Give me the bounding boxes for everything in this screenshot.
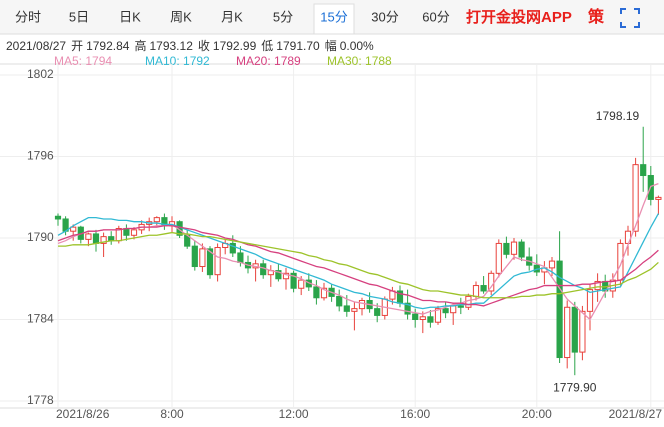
candle-body: [548, 260, 556, 269]
active-tab: [313, 3, 355, 35]
candle-body: [85, 233, 92, 240]
legend-entry: MA20: 1789: [236, 54, 301, 68]
candle-body: [100, 236, 107, 244]
candle-body: [556, 260, 563, 359]
ma-line: [57, 225, 659, 307]
candle-body: [275, 270, 282, 280]
candle-body: [320, 287, 328, 299]
candle-body: [313, 286, 320, 299]
candle-body: [594, 280, 601, 291]
x-tick-label: 8:00: [160, 407, 184, 421]
candle-body: [412, 313, 419, 321]
info-value: 1792.99: [213, 39, 257, 53]
candle-body: [404, 302, 411, 315]
tab[interactable]: 日K: [119, 9, 141, 24]
brand[interactable]: 打开金投网APP: [466, 8, 572, 26]
candle-body: [282, 272, 290, 280]
tab[interactable]: 分时: [15, 9, 41, 24]
candle-body: [434, 308, 442, 323]
candle-body: [191, 245, 198, 268]
candle-body: [237, 252, 244, 263]
candle-body: [374, 308, 381, 316]
x-tick-label: 2021/8/27: [609, 407, 663, 421]
tab[interactable]: 5分: [273, 9, 293, 24]
candle-body: [640, 164, 647, 177]
info-label: 幅: [325, 38, 337, 53]
legend-entry: MA5: 1794: [54, 54, 112, 68]
tab[interactable]: 月K: [221, 9, 243, 24]
candle-body: [229, 242, 236, 254]
candle-body: [130, 229, 138, 236]
candle-body: [510, 241, 518, 255]
candle-body: [419, 316, 426, 320]
y-tick-label: 1796: [27, 149, 54, 163]
candle-body: [655, 196, 662, 200]
ma-line: [57, 183, 659, 321]
candle-body: [457, 305, 464, 308]
candle-body: [579, 310, 586, 353]
info-value: 1791.70: [276, 39, 320, 53]
candle-body: [503, 242, 510, 255]
y-tick-label: 1778: [27, 393, 54, 407]
candle-body: [92, 233, 100, 244]
info-line: 2021/08/27 开 1792.84 高 1793.12 收 1792.99 低 1791.…: [6, 38, 374, 53]
candle-body: [465, 295, 472, 308]
info-value: 1793.12: [149, 39, 193, 53]
x-tick-label: 2021/8/26: [56, 407, 110, 421]
legend-entry: MA30: 1788: [327, 54, 392, 68]
annotation: 1779.90: [553, 380, 597, 394]
candle-body: [427, 316, 434, 323]
candle-body: [214, 247, 221, 276]
info-label: 高: [134, 38, 146, 53]
candle-body: [199, 248, 206, 268]
info-value: 0.00%: [340, 39, 374, 53]
candle-body: [343, 305, 350, 312]
info-label: 收: [198, 39, 210, 53]
candle-body: [298, 279, 305, 289]
candle-body: [54, 215, 62, 220]
candle-body: [632, 164, 639, 232]
x-tick-label: 20:00: [522, 407, 552, 421]
candle-body: [70, 226, 77, 232]
x-tick-label: 16:00: [400, 407, 430, 421]
legend-entry: MA10: 1792: [145, 54, 210, 68]
info-value: 1792.84: [86, 39, 130, 53]
ma-line: [57, 213, 659, 310]
candle-body: [450, 305, 457, 314]
ma-line: [58, 231, 659, 299]
candle-body: [442, 308, 449, 314]
candle-body: [495, 242, 502, 274]
y-tick-label: 1784: [27, 312, 54, 326]
candle-body: [571, 306, 578, 353]
x-tick-label: 12:00: [279, 407, 309, 421]
candle-body: [336, 295, 343, 307]
candle-body: [518, 241, 525, 258]
info-label: 开: [71, 39, 83, 53]
candle-body: [290, 272, 297, 289]
candle-body: [206, 248, 214, 276]
fullscreen-icon[interactable]: [620, 8, 640, 28]
tab[interactable]: 30分: [371, 9, 398, 24]
info-date: 2021/08/27: [6, 39, 66, 53]
candle-body: [358, 299, 366, 310]
candle-body: [260, 263, 267, 276]
tab[interactable]: 15分: [320, 9, 347, 24]
annotation: 1798.19: [596, 109, 640, 123]
candle-body: [480, 285, 487, 292]
candle-body: [351, 308, 358, 312]
strategy-icon[interactable]: 策: [587, 7, 605, 26]
tab[interactable]: 60分: [422, 9, 449, 24]
y-tick-label: 1802: [27, 67, 54, 81]
candle-body: [153, 217, 160, 223]
candle-body: [586, 289, 594, 312]
tab[interactable]: 5日: [69, 9, 89, 24]
y-tick-label: 1790: [27, 230, 54, 244]
candle-body: [564, 306, 571, 359]
info-label: 低: [261, 39, 273, 53]
tab[interactable]: 周K: [170, 9, 192, 24]
candle-body: [472, 285, 480, 297]
candle-body: [123, 227, 130, 236]
